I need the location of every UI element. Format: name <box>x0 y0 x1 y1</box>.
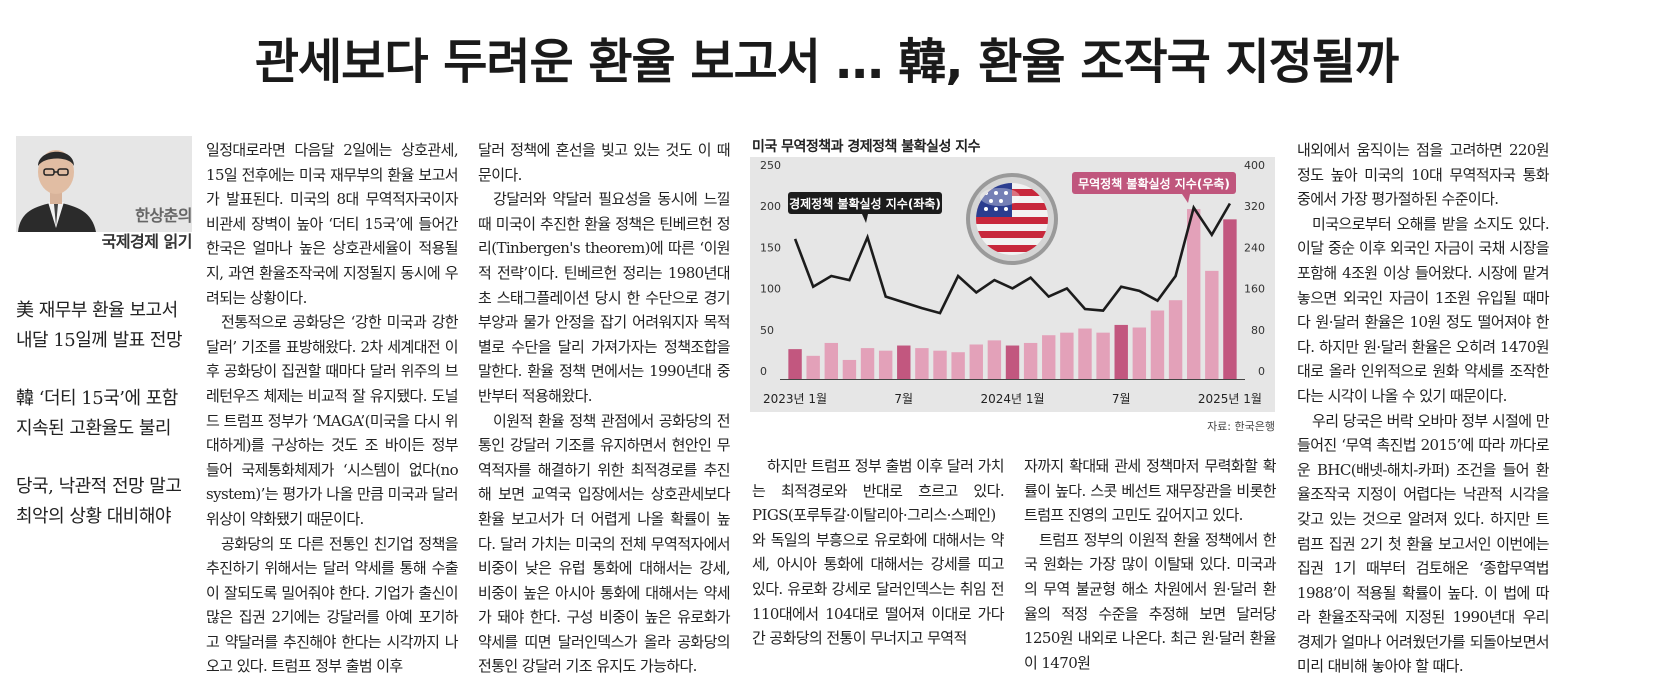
subhead: 당국, 낙관적 전망 말고 최악의 상황 대비해야 <box>16 472 206 532</box>
bar <box>1132 327 1147 379</box>
trade-series-label: 무역정책 불확실성 지수(우축) <box>1078 176 1230 191</box>
econ-label-box <box>788 192 942 214</box>
y-left-tick-label: 100 <box>760 283 781 296</box>
subhead: 韓 ‘더티 15국’에 포함 지속된 고환율도 불리 <box>16 384 206 444</box>
article-paragraph: 이원적 환율 정책 관점에서 공화당의 전통인 강달러 기조를 유지하면서 현안… <box>478 411 731 676</box>
headline: 관세보다 두려운 환율 보고서 … 韓, 환율 조작국 지정될까 <box>254 34 1399 90</box>
x-tick-label: 2023년 1월 <box>763 392 827 406</box>
x-tick-label: 7월 <box>1112 392 1131 406</box>
trade-label-pointer <box>1182 194 1190 203</box>
bar <box>897 345 911 379</box>
subhead-line: 당국, 낙관적 전망 말고 <box>16 476 182 497</box>
uncertainty-chart: 0 50 100 150 200 250 0 80 160 240 320 400 2023년 1월 7월… <box>750 157 1275 412</box>
bar <box>1168 300 1183 379</box>
subhead-line: 韓 ‘더티 15국’에 포함 <box>16 388 178 409</box>
y-right-tick-label: 240 <box>1244 241 1265 254</box>
subhead-line: 최악의 상황 대비해야 <box>16 506 171 527</box>
bar <box>951 352 965 379</box>
bar-series <box>788 209 1237 379</box>
article-paragraph: 달러 정책에 혼선을 빚고 있는 것도 이 때문이다. <box>478 141 731 184</box>
article-column-1: 일정대로라면 다음달 2일에는 상호관세, 15일 전후에는 미국 재무부의 환… <box>206 138 459 679</box>
article-paragraph: 강달러와 약달러 필요성을 동시에 느낄 때 미국이 추진한 환율 정책은 틴베… <box>478 190 731 405</box>
y-left-tick-label: 200 <box>760 200 781 213</box>
x-tick-label: 7월 <box>894 392 913 406</box>
article-paragraph: 내외에서 움직이는 점을 고려하면 220원 정도 높아 미국의 10대 무역적… <box>1297 141 1550 209</box>
author-sidebar: 한상춘의 국제경제 읽기 美 재무부 환율 보고서 내달 15일께 발표 전망 … <box>16 136 193 527</box>
article-paragraph: 우리 당국은 버락 오바마 정부 시절에 만들어진 ‘무역 촉진법 2015’에… <box>1297 411 1550 676</box>
y-right-tick-label: 160 <box>1244 283 1265 296</box>
bar <box>860 348 875 379</box>
bar <box>1223 219 1237 379</box>
bar <box>915 348 929 379</box>
bar <box>969 344 983 379</box>
bar <box>806 355 820 379</box>
bar <box>1114 324 1128 379</box>
article-paragraph: 공화당의 또 다른 전통인 친기업 정책을 추진하기 위해서는 달러 약세를 통… <box>206 534 459 676</box>
line-path <box>793 202 1232 315</box>
article-column-3: 하지만 트럼프 정부 출범 이후 달러 가치는 최적경로와 반대로 흐르고 있다… <box>752 454 1005 651</box>
y-left-tick-label: 50 <box>760 324 774 337</box>
article-paragraph: 미국으로부터 오해를 받을 소지도 있다. 이달 중순 이후 외국인 자금이 국… <box>1297 214 1550 405</box>
article-paragraph: 일정대로라면 다음달 2일에는 상호관세, 15일 전후에는 미국 재무부의 환… <box>206 141 459 307</box>
series-labels: 경제정책 불확실성 지수(좌축) 무역정책 불확실성 지수(우축) <box>788 172 1236 223</box>
article-column-4: 자까지 확대돼 관세 정책마저 무력화할 확률이 높다. 스콧 베선트 재무장관… <box>1024 454 1277 675</box>
chart-axes: 0 50 100 150 200 250 0 80 160 240 320 400 2023년 1월 7월… <box>760 159 1265 406</box>
bar <box>824 342 839 379</box>
econ-label-pointer <box>862 214 868 223</box>
y-right-tick-label: 0 <box>1258 365 1265 378</box>
bar <box>987 340 1002 379</box>
flag-emblem <box>966 173 1058 265</box>
bar <box>1150 310 1165 379</box>
article-paragraph: 트럼프 정부의 이원적 환율 정책에서 한국 원화는 가장 많이 이탈돼 있다.… <box>1024 530 1277 672</box>
y-left-tick-label: 0 <box>760 365 767 378</box>
article-paragraph: 전통적으로 공화당은 ‘강한 미국과 강한 달러’ 기조를 표방해왔다. 2차 … <box>206 313 459 528</box>
subheads: 美 재무부 환율 보고서 내달 15일께 발표 전망 韓 ‘더티 15국’에 포… <box>16 296 206 560</box>
bar <box>1042 335 1056 379</box>
subhead-line: 지속된 고환율도 불리 <box>16 418 171 439</box>
column-name: 국제경제 읽기 <box>101 232 193 251</box>
author-portrait-image <box>16 136 192 232</box>
bar <box>788 349 802 379</box>
x-tick-label: 2025년 1월 <box>1198 392 1262 406</box>
bar <box>1060 332 1074 379</box>
subhead-line: 美 재무부 환율 보고서 <box>16 300 178 321</box>
subhead: 美 재무부 환율 보고서 내달 15일께 발표 전망 <box>16 296 206 356</box>
line-series <box>793 202 1232 315</box>
author-portrait <box>16 136 192 232</box>
y-right-tick-label: 400 <box>1244 159 1265 172</box>
bar <box>1186 209 1201 379</box>
bar <box>1078 328 1092 379</box>
bar <box>842 359 857 379</box>
article-column-5: 내외에서 움직이는 점을 고려하면 220원 정도 높아 미국의 10대 무역적… <box>1297 138 1550 679</box>
y-right-tick-label: 320 <box>1244 200 1265 213</box>
bar <box>1205 270 1219 379</box>
bar <box>1096 332 1110 379</box>
article-column-2: 달러 정책에 혼선을 빚고 있는 것도 이 때문이다. 강달러와 약달러 필요성… <box>478 138 731 679</box>
x-tick-label: 2024년 1월 <box>980 392 1044 406</box>
y-right-tick-label: 80 <box>1251 324 1265 337</box>
bar <box>1005 345 1020 379</box>
bar <box>1023 342 1038 379</box>
chart-source: 자료: 한국은행 <box>1207 420 1275 433</box>
bar <box>878 350 893 379</box>
y-left-tick-label: 150 <box>760 241 781 254</box>
subhead-line: 내달 15일께 발표 전망 <box>16 330 183 351</box>
article-paragraph: 하지만 트럼프 정부 출범 이후 달러 가치는 최적경로와 반대로 흐르고 있다… <box>752 457 1005 648</box>
author-box: 한상춘의 국제경제 읽기 <box>16 136 193 251</box>
trade-label-box <box>1072 172 1236 194</box>
bar <box>933 350 947 379</box>
author-name: 한상춘의 <box>135 206 192 225</box>
econ-series-label: 경제정책 불확실성 지수(좌축) <box>789 196 941 211</box>
chart-title: 미국 무역정책과 경제정책 불확실성 지수 <box>752 139 980 155</box>
article-paragraph: 자까지 확대돼 관세 정책마저 무력화할 확률이 높다. 스콧 베선트 재무장관… <box>1024 457 1277 525</box>
y-left-tick-label: 250 <box>760 159 781 172</box>
